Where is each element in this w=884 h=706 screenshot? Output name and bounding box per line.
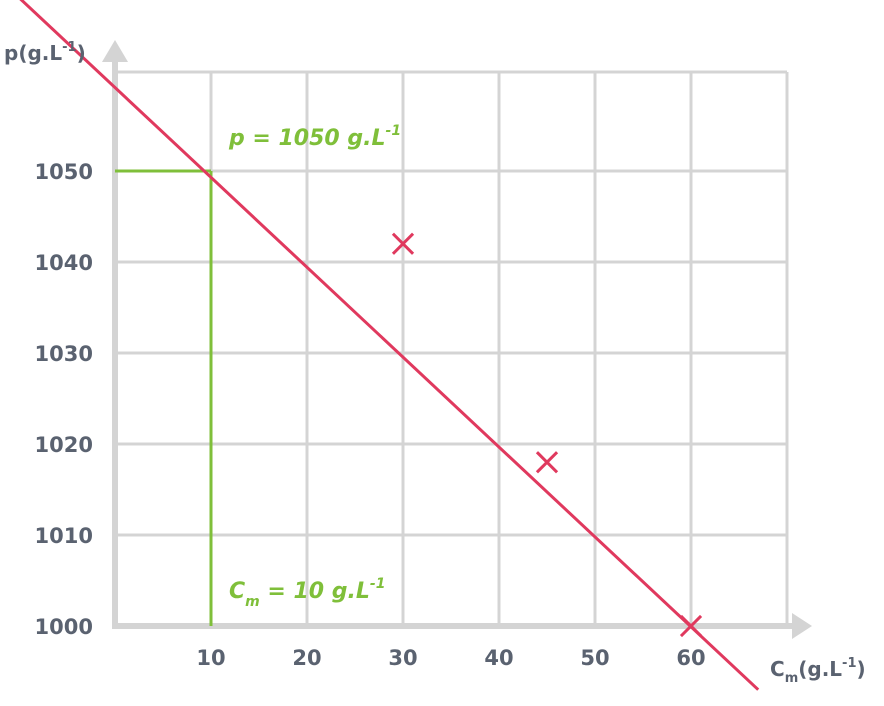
x-axis-arrow [792,613,812,639]
y-tick-label: 1000 [35,615,93,639]
data-point [391,232,415,255]
axes [102,40,812,639]
y-axis-arrow [102,40,128,62]
x-axis-label: Cm(g.L-1) [770,656,866,686]
x-tick-label: 10 [196,646,225,670]
x-tick-label: 20 [292,646,321,670]
grid [115,70,789,626]
annotation-guides [115,169,213,626]
annotation-y-value: p = 1050 g.L-1 [228,123,401,151]
data-points [391,232,703,638]
y-tick-label: 1050 [35,160,93,184]
x-tick-label: 50 [580,646,609,670]
y-axis-label: p(g.L-1) [4,40,86,65]
y-tick-label: 1040 [35,251,93,275]
trend-line [19,0,760,691]
annotation-x-value: Cm = 10 g.L-1 [229,576,385,610]
data-point [679,614,703,638]
y-tick-label: 1030 [35,342,93,366]
x-tick-label: 30 [388,646,417,670]
y-tick-label: 1010 [35,524,93,548]
x-tick-label: 60 [676,646,705,670]
data-point [535,451,559,474]
y-tick-label: 1020 [35,433,93,457]
x-tick-label: 40 [484,646,513,670]
